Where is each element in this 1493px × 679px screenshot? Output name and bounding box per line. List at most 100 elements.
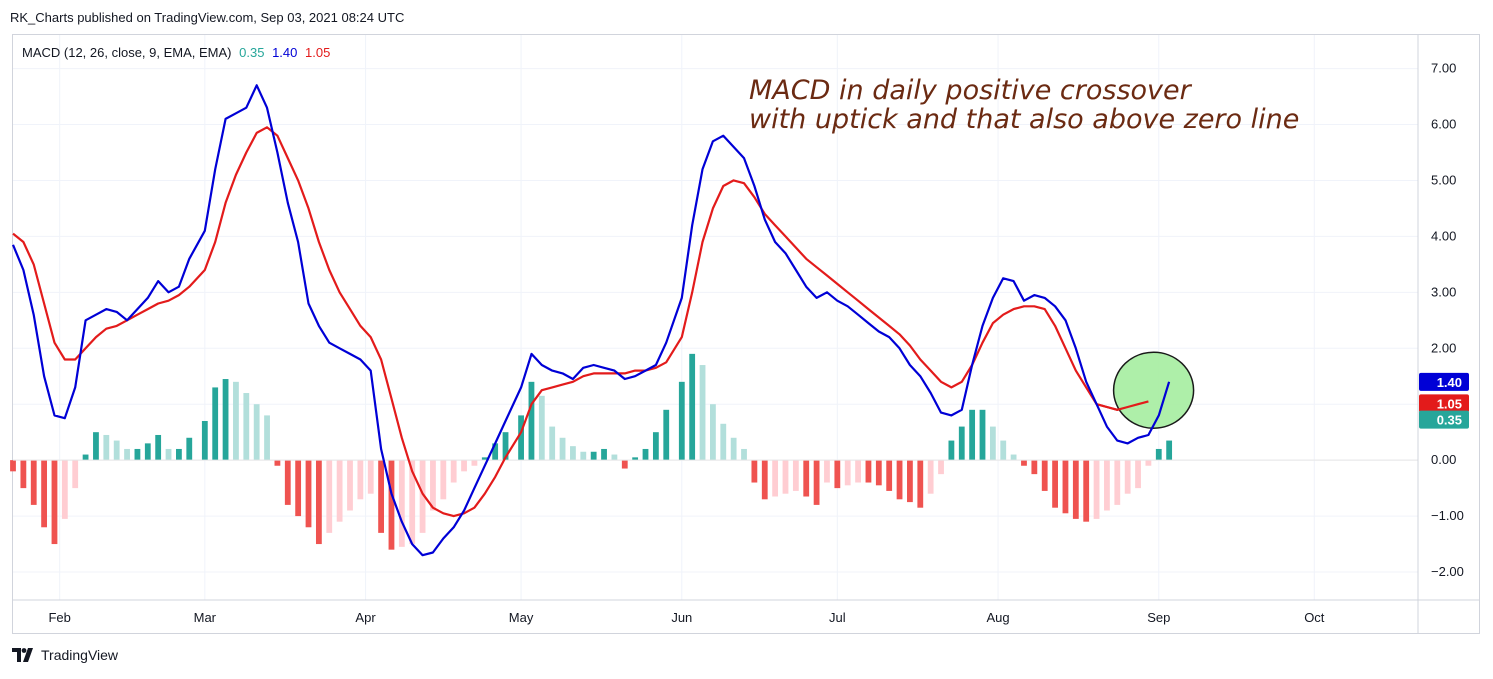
histogram-bar: [1083, 460, 1090, 522]
histogram-bar: [601, 448, 607, 461]
histogram-bar: [274, 460, 281, 466]
x-tick-label: Jun: [671, 610, 692, 625]
histogram-bar: [492, 443, 499, 461]
y-tick-label: 6.00: [1431, 117, 1456, 132]
annotation-line-2: with uptick and that also above zero lin…: [749, 104, 1300, 135]
histogram-bar: [590, 451, 597, 461]
histogram-bar: [907, 460, 913, 503]
tag-bg: [1419, 410, 1469, 429]
signal-layer: [12, 126, 1149, 518]
y-tick-label: 7.00: [1431, 61, 1456, 76]
y-tick-label: 2.00: [1431, 340, 1456, 355]
tag-label: 1.40: [1437, 375, 1462, 390]
histogram-bar: [124, 448, 130, 461]
histogram-bar: [347, 460, 353, 511]
signal-line: [12, 126, 1149, 518]
histogram-bar: [865, 460, 872, 483]
histogram-bar: [1124, 460, 1131, 494]
x-tick-label: Aug: [986, 610, 1009, 625]
histogram-bar: [969, 409, 976, 461]
histogram-bar: [803, 460, 810, 497]
x-tick-label: May: [509, 610, 534, 625]
tag-bg: [1419, 372, 1469, 391]
histogram-bar: [979, 409, 986, 461]
tradingview-logo[interactable]: TradingView: [12, 647, 118, 663]
histogram-bar: [782, 460, 789, 494]
y-tick-label: −1.00: [1431, 508, 1464, 523]
histogram-bar: [1031, 460, 1038, 475]
histogram-bar: [502, 432, 509, 461]
histogram-bar: [958, 426, 965, 461]
histogram-bar: [720, 423, 727, 461]
histogram-bar: [1114, 460, 1121, 505]
histogram-bar: [419, 460, 426, 533]
histogram-bar: [663, 409, 670, 461]
histogram-bar: [378, 460, 384, 533]
histogram-bar: [621, 460, 628, 469]
histogram-bar: [471, 460, 478, 466]
histogram-bar: [165, 448, 172, 461]
histogram-bar: [761, 460, 768, 500]
histogram-bar: [741, 448, 747, 461]
histogram-bar: [710, 404, 716, 461]
histogram-bar: [253, 404, 260, 461]
tradingview-brand: TradingView: [41, 647, 119, 663]
histogram-bar: [730, 437, 737, 461]
histogram-bar: [201, 420, 208, 461]
histogram-bar: [367, 460, 374, 494]
histogram-bar: [896, 460, 903, 500]
histogram-bar: [1021, 460, 1027, 466]
x-tick-label: Feb: [48, 610, 70, 625]
highlight-circle: [1112, 351, 1195, 429]
last-value-tag-macd: 1.40: [1419, 372, 1469, 391]
indicator-legend[interactable]: MACD (12, 26, close, 9, EMA, EMA) 0.35 1…: [22, 45, 334, 60]
y-tick-label: −2.00: [1431, 564, 1464, 579]
x-tick-label: Apr: [355, 610, 376, 625]
tradingview-logo-icon: [12, 648, 33, 662]
histogram-bar: [948, 440, 955, 461]
histogram-bar: [813, 460, 820, 505]
histogram-bar: [388, 460, 395, 550]
histogram-bar: [549, 426, 556, 461]
value-tag-layer: 1.40 1.05 0.35: [1419, 372, 1469, 429]
histogram-bar: [528, 381, 535, 461]
histogram-bar: [792, 460, 799, 491]
histogram-bar: [481, 457, 488, 461]
chart-frame[interactable]: [12, 34, 1480, 634]
histogram-bar: [295, 460, 302, 517]
macd-layer: [11, 84, 1171, 557]
histogram-bar: [844, 460, 851, 486]
histogram-bar: [222, 379, 229, 461]
histogram-bar: [450, 460, 457, 483]
histogram-bar: [72, 460, 79, 489]
axis-layer: −2.00−1.000.001.002.003.004.005.006.007.…: [13, 35, 1479, 634]
histogram-bar: [875, 460, 882, 486]
histogram-bar: [93, 432, 99, 461]
histogram-bar: [1104, 460, 1110, 511]
histogram-bar: [1041, 460, 1048, 491]
last-value-tag-signal: 1.05: [1419, 394, 1469, 413]
histogram-bar: [305, 460, 312, 528]
histogram-bar: [772, 460, 779, 497]
histogram-bar: [30, 460, 37, 505]
histogram-bar: [10, 460, 16, 472]
y-tick-label: 0.00: [1431, 452, 1456, 467]
histogram-bar: [264, 415, 270, 461]
histogram-bar: [632, 457, 639, 461]
histogram-bar: [51, 460, 58, 545]
histogram-bar: [233, 381, 239, 461]
indicator-name: MACD (12, 26, close, 9, EMA, EMA): [22, 45, 232, 60]
signal-line-tail: [1096, 400, 1149, 411]
histogram-bar: [186, 437, 193, 461]
histogram-bar: [570, 446, 576, 461]
histogram-bar: [284, 460, 291, 505]
histogram-bar: [559, 437, 566, 461]
histogram-bar: [41, 460, 48, 528]
histogram-value: 0.35: [239, 45, 265, 60]
y-tick-label: 4.00: [1431, 228, 1456, 243]
histogram-bar: [1062, 460, 1069, 514]
tag-label: 1.05: [1437, 396, 1462, 411]
macd-line: [11, 84, 1171, 557]
publication-header: RK_Charts published on TradingView.com, …: [10, 10, 405, 25]
